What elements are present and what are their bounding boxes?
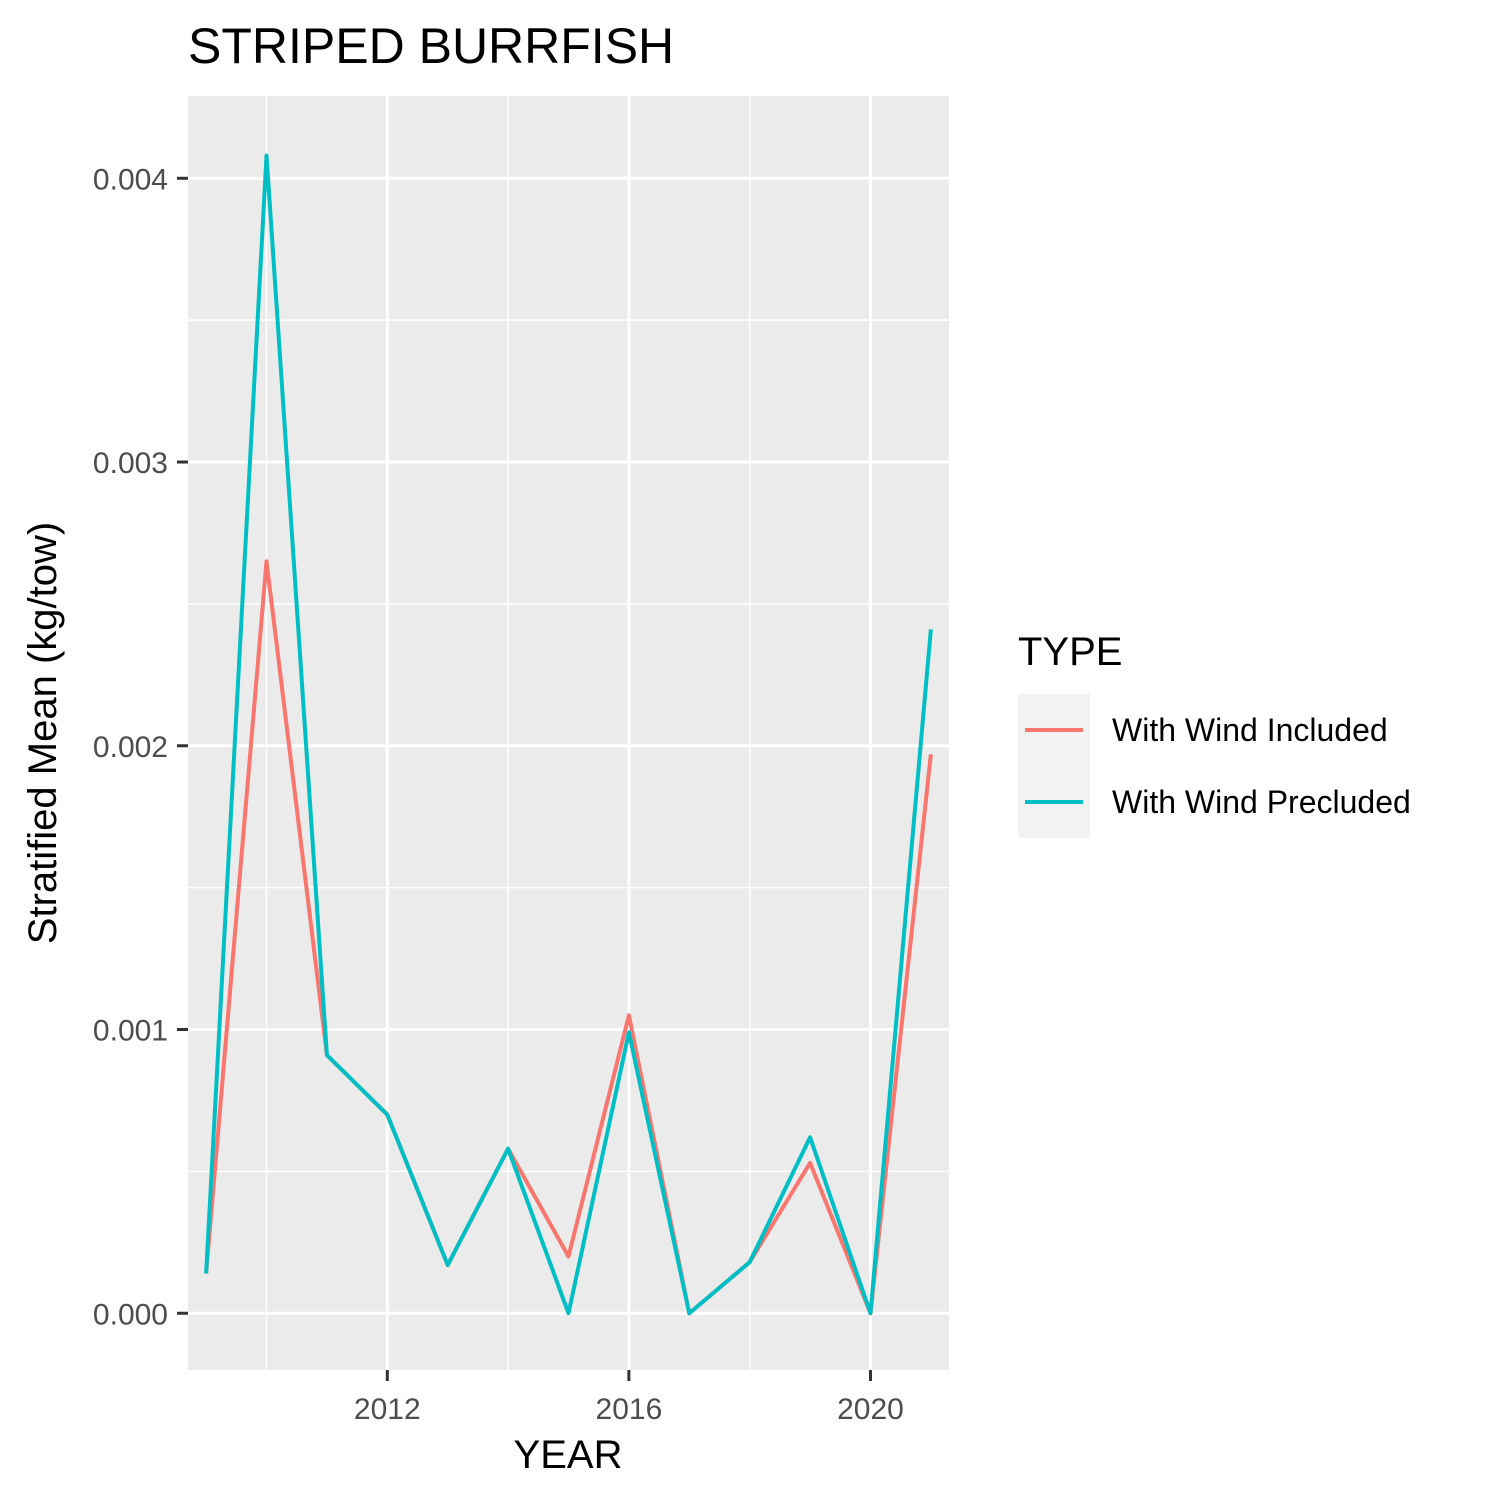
y-axis-title: Stratified Mean (kg/tow) — [21, 522, 65, 944]
series-line-with-wind-precluded — [204, 153, 933, 1316]
legend-keys-background — [1018, 694, 1090, 838]
legend-label-with-wind-precluded: With Wind Precluded — [1112, 784, 1411, 820]
x-tick-label: 2012 — [354, 1393, 421, 1426]
legend: TYPE With Wind Included With Wind Preclud… — [1018, 630, 1411, 838]
x-tick-label: 2020 — [837, 1393, 904, 1426]
x-tick-label: 2016 — [596, 1393, 663, 1426]
y-tick-label: 0.002 — [93, 731, 168, 764]
y-axis: 0.000 0.001 0.002 0.003 0.004 — [93, 163, 188, 1331]
series-lines — [204, 153, 933, 1316]
chart-title: STRIPED BURRFISH — [188, 18, 674, 74]
grid-minor — [188, 96, 949, 1370]
legend-entries: With Wind Included With Wind Precluded — [1025, 712, 1411, 820]
y-tick-label: 0.003 — [93, 447, 168, 480]
y-tick-label: 0.004 — [93, 163, 168, 196]
plot-panel — [188, 96, 949, 1370]
x-axis: 2012 2016 2020 — [354, 1370, 904, 1426]
y-tick-label: 0.000 — [93, 1298, 168, 1331]
grid-major — [188, 96, 949, 1370]
legend-label-with-wind-included: With Wind Included — [1112, 712, 1388, 748]
x-axis-title: YEAR — [514, 1433, 623, 1477]
y-tick-label: 0.001 — [93, 1015, 168, 1048]
legend-title: TYPE — [1018, 630, 1122, 674]
